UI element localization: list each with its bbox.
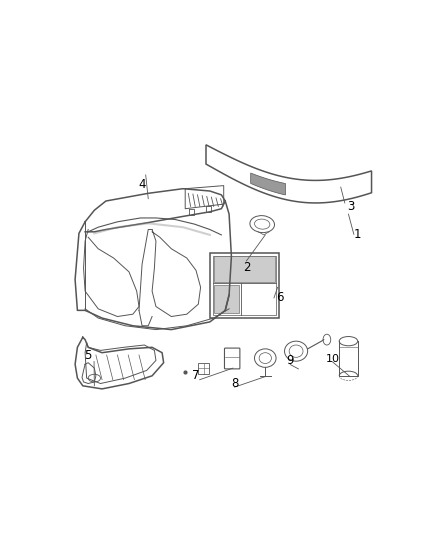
Polygon shape [251,173,286,195]
Polygon shape [215,285,239,313]
Text: 7: 7 [192,369,200,382]
Text: 9: 9 [286,354,294,367]
Text: 8: 8 [231,377,238,390]
Polygon shape [215,256,275,282]
Text: 3: 3 [347,200,355,213]
Text: 10: 10 [325,354,339,365]
Text: 6: 6 [276,292,284,304]
Text: 4: 4 [138,177,145,191]
Text: 5: 5 [84,349,92,362]
Text: 1: 1 [354,228,361,241]
Text: 2: 2 [243,261,250,273]
